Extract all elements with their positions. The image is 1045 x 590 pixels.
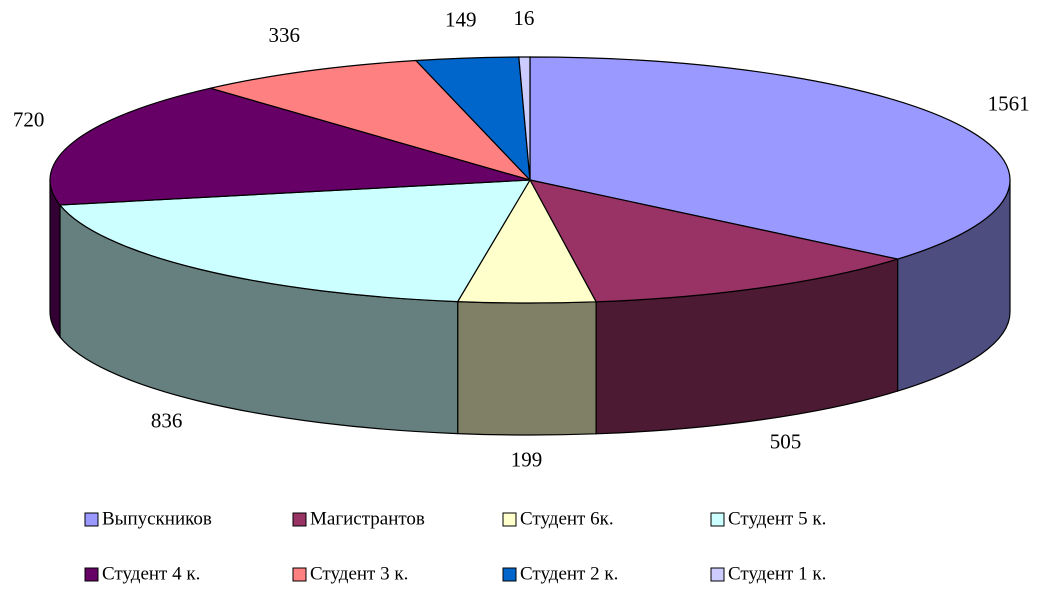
legend-label: Студент 4 к. (102, 563, 200, 584)
pie-tops (49, 56, 1011, 304)
legend-swatch (710, 567, 725, 582)
legend-label: Студент 2 к. (520, 563, 618, 584)
legend-swatch (292, 512, 307, 527)
slice (528, 179, 900, 303)
legend-swatch (502, 512, 517, 527)
legend-label: Магистрантов (310, 508, 425, 529)
legend-swatch (84, 567, 99, 582)
pie-sides (49, 179, 1011, 436)
slice (518, 56, 531, 181)
data-label: 336 (269, 23, 301, 47)
data-label: 836 (151, 408, 183, 432)
legend-label: Студент 6к. (520, 508, 614, 529)
data-label: 720 (13, 108, 45, 132)
legend-label: Студент 3 к. (310, 563, 408, 584)
legend-label: Студент 5 к. (728, 508, 826, 529)
data-label: 505 (770, 430, 802, 454)
legend-swatch (292, 567, 307, 582)
slice (58, 179, 532, 303)
legend-swatch (710, 512, 725, 527)
legend-swatch (502, 567, 517, 582)
slice-side (457, 300, 597, 436)
slice (49, 87, 531, 206)
slice (529, 56, 1011, 260)
legend-swatch (84, 512, 99, 527)
data-label: 199 (511, 447, 543, 471)
legend-label: Студент 1 к. (728, 563, 826, 584)
data-label: 149 (445, 7, 477, 31)
slice (210, 59, 532, 182)
data-label: 1561 (988, 91, 1030, 115)
legend-label: Выпускников (102, 508, 212, 529)
data-label: 16 (513, 6, 534, 30)
